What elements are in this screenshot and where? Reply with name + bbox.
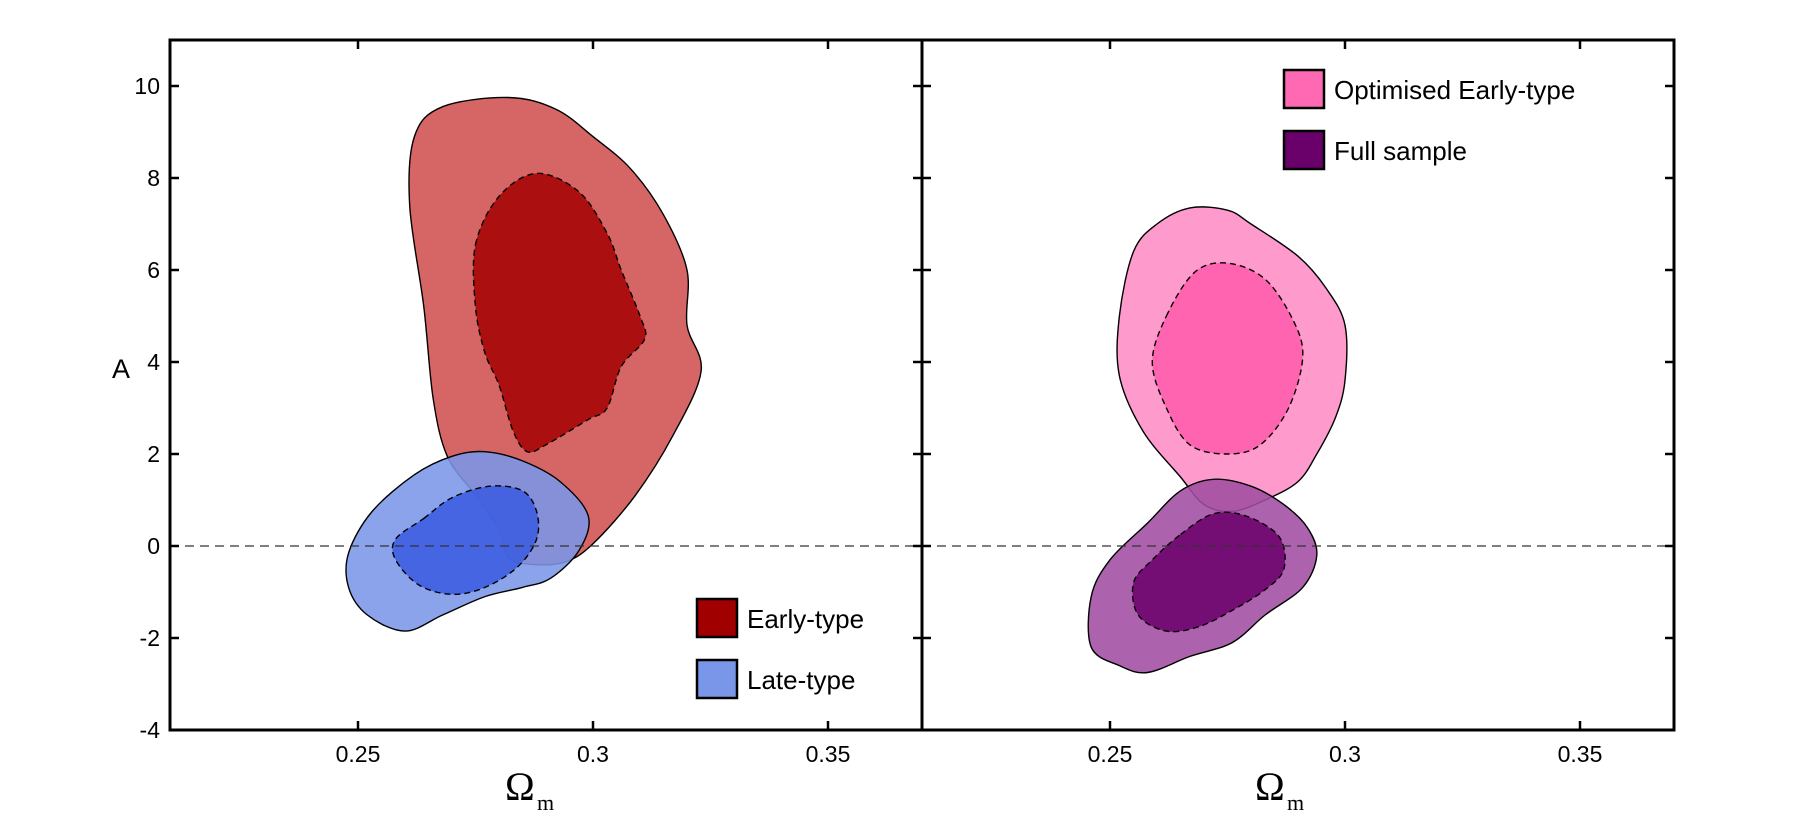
left-ytick-labels: -4 -2 0 2 4 6 8 10 [134, 73, 160, 743]
late-type-inner-contour [391, 485, 540, 596]
left-xtick-labels: 0.25 0.3 0.35 [336, 741, 851, 767]
legend-swatch-full-sample [1282, 129, 1326, 171]
legend-label-optimised-early-type: Optimised Early-type [1334, 75, 1575, 105]
early-type-inner-contour [472, 172, 647, 454]
left-ticks [170, 40, 922, 732]
right-frame [920, 38, 1676, 732]
left-x-axis-label: Ω [505, 764, 535, 809]
x-tick-label: 0.3 [577, 741, 609, 767]
x-tick-label: 0.25 [336, 741, 381, 767]
right-panel: 0.25 0.3 0.35 Ω m Optimised Early-type Ful… [920, 38, 1676, 815]
left-contours [345, 96, 702, 632]
right-ticks [922, 40, 1674, 732]
y-tick-label: 0 [147, 533, 160, 559]
y-tick-label: 4 [147, 349, 160, 375]
legend-label-early-type: Early-type [747, 604, 864, 634]
right-x-axis-label-sub: m [1287, 790, 1304, 815]
x-tick-label: 0.35 [1558, 741, 1603, 767]
right-legend: Optimised Early-type Full sample [1282, 68, 1575, 171]
legend-label-full-sample: Full sample [1334, 136, 1467, 166]
optimised-early-type-inner-contour [1151, 262, 1304, 455]
x-tick-label: 0.35 [806, 741, 851, 767]
legend-swatch-early-type [695, 597, 739, 639]
y-tick-label: 6 [147, 257, 160, 283]
y-tick-label: 8 [147, 165, 160, 191]
y-axis-label: A [112, 354, 130, 384]
full-sample-inner-contour [1131, 511, 1286, 633]
y-tick-label: 2 [147, 441, 160, 467]
legend-swatch-optimised-early-type [1282, 68, 1326, 110]
left-legend: Early-type Late-type [695, 597, 864, 700]
y-tick-label: -2 [140, 625, 160, 651]
right-xtick-labels: 0.25 0.3 0.35 [1088, 741, 1603, 767]
legend-label-late-type: Late-type [747, 665, 855, 695]
left-x-axis-label-sub: m [537, 790, 554, 815]
y-tick-label: 10 [134, 73, 160, 99]
legend-swatch-late-type [695, 658, 739, 700]
right-contours [1087, 206, 1348, 674]
x-tick-label: 0.3 [1329, 741, 1361, 767]
right-x-axis-label: Ω [1255, 764, 1285, 809]
x-tick-label: 0.25 [1088, 741, 1133, 767]
y-tick-label: -4 [140, 717, 161, 743]
